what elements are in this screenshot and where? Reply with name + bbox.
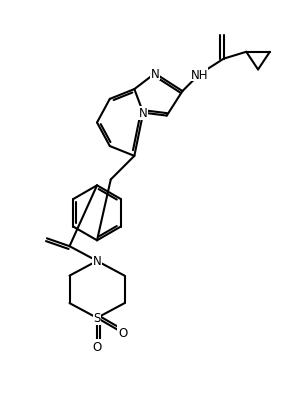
Text: S: S (93, 311, 101, 324)
Text: O: O (118, 326, 127, 339)
Text: O: O (92, 340, 102, 353)
Text: NH: NH (190, 69, 208, 82)
Text: N: N (93, 255, 101, 268)
Text: N: N (139, 107, 147, 120)
Text: N: N (151, 68, 159, 81)
